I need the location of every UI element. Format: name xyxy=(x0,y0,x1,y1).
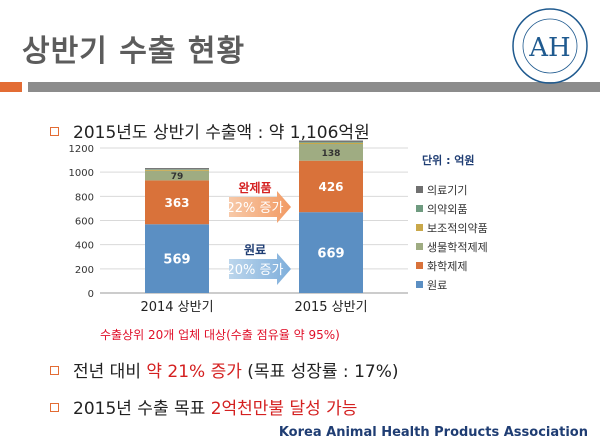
bullet-1-text: 2015년도 상반기 수출액 : 약 1,106억원 xyxy=(73,123,370,143)
y-tick-label: 1200 xyxy=(69,144,94,155)
footnote: 수출상위 20개 업체 대상(수출 점유율 약 95%) xyxy=(100,328,340,342)
legend-label: 의약외품 xyxy=(427,202,468,216)
bullet-growth: 전년 대비 약 21% 증가 (목표 성장률 : 17%) xyxy=(50,357,398,382)
bar-segment xyxy=(145,224,209,293)
bullet-3-pre: 2015년 수출 목표 xyxy=(73,399,211,419)
bullet-export-amount: 2015년도 상반기 수출액 : 약 1,106억원 xyxy=(50,118,370,143)
y-tick-label: 1000 xyxy=(69,168,94,179)
bar-segment xyxy=(145,168,209,170)
y-tick-label: 800 xyxy=(75,192,94,203)
legend-item: 의약외품 xyxy=(416,199,488,218)
bar-segment xyxy=(145,170,209,181)
legend-item: 보조적의약품 xyxy=(416,218,488,237)
bar-segment xyxy=(299,141,363,143)
unit-label: 단위 : 억원 xyxy=(422,154,475,167)
bar-segment xyxy=(299,212,363,293)
legend-swatch xyxy=(416,205,423,212)
bar-data-label: 426 xyxy=(318,180,343,194)
bar-segment xyxy=(299,142,363,145)
bullet-2-post: (목표 성장률 : 17%) xyxy=(241,362,399,382)
bar-segment xyxy=(299,144,363,161)
x-category-label: 2014 상반기 xyxy=(140,300,213,315)
legend-label: 생물학적제제 xyxy=(427,240,488,254)
growth-arrow-icon xyxy=(229,253,291,285)
bar-data-label: 138 xyxy=(322,149,341,159)
bullet-2-pre: 전년 대비 xyxy=(73,362,147,382)
legend-swatch xyxy=(416,262,423,269)
bar-segment xyxy=(299,160,363,213)
bar-segment xyxy=(145,169,209,171)
bar-data-label: 79 xyxy=(171,172,184,182)
bar-data-label: 569 xyxy=(163,253,190,268)
growth-percent-label: 22% 증가 xyxy=(227,201,284,216)
legend-label: 화학제제 xyxy=(427,259,468,273)
legend-item: 화학제제 xyxy=(416,256,488,275)
legend-item: 생물학적제제 xyxy=(416,237,488,256)
bar-data-label: 363 xyxy=(164,196,189,210)
y-tick-label: 0 xyxy=(88,289,94,300)
page-title: 상반기 수출 현황 xyxy=(22,34,246,69)
footer-association-name: Korea Animal Health Products Association xyxy=(278,425,588,440)
header-accent-bar xyxy=(0,82,22,92)
bullet-target: 2015년 수출 목표 2억천만불 달성 가능 xyxy=(50,394,357,419)
association-logo: AH xyxy=(512,8,588,84)
bullet-2-highlight: 약 21% 증가 xyxy=(146,362,242,382)
y-tick-label: 200 xyxy=(75,265,94,276)
legend-swatch xyxy=(416,186,423,193)
bullet-3-highlight: 2억천만불 달성 가능 xyxy=(210,399,358,419)
legend-label: 의료기기 xyxy=(427,183,468,197)
legend-swatch xyxy=(416,281,423,288)
legend-swatch xyxy=(416,243,423,250)
legend-item: 의료기기 xyxy=(416,180,488,199)
bullet-square-icon xyxy=(50,402,59,412)
y-tick-label: 400 xyxy=(75,241,94,252)
bar-segment xyxy=(145,180,209,225)
y-tick-label: 600 xyxy=(75,217,94,228)
legend-item: 원료 xyxy=(416,275,488,294)
x-category-label: 2015 상반기 xyxy=(294,300,367,315)
bullet-square-icon xyxy=(50,126,59,136)
growth-category-label: 완제품 xyxy=(238,181,271,195)
bar-segment xyxy=(299,140,363,142)
legend-swatch xyxy=(416,224,423,231)
growth-category-label: 원료 xyxy=(244,243,266,257)
growth-percent-label: 20% 증가 xyxy=(227,263,284,278)
header-gray-bar xyxy=(28,82,600,92)
bar-segment xyxy=(145,169,209,170)
legend-label: 보조적의약품 xyxy=(427,221,488,235)
logo-symbol: AH xyxy=(528,33,570,63)
growth-arrow-icon xyxy=(229,191,291,223)
bullet-square-icon xyxy=(50,365,59,375)
bar-data-label: 669 xyxy=(317,247,344,262)
legend-label: 원료 xyxy=(427,278,448,292)
